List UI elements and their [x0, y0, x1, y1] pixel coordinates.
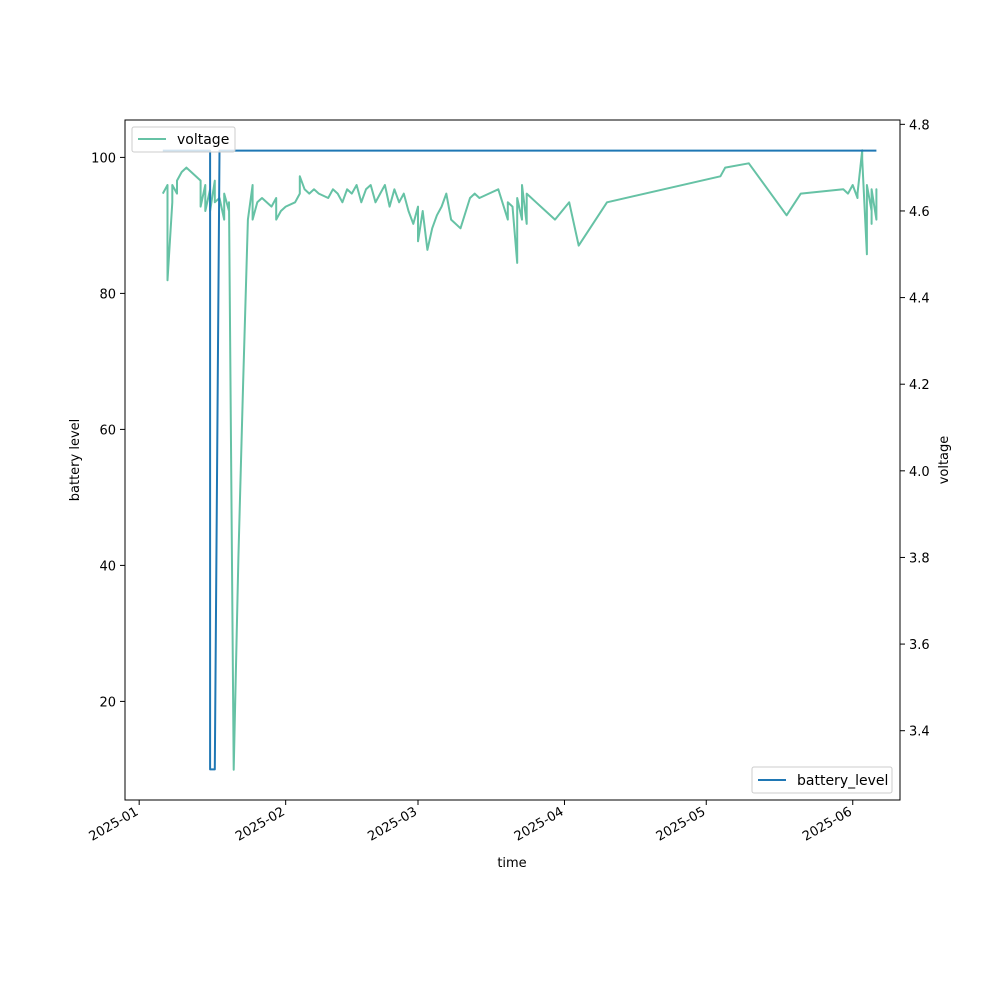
y-tick-label-left: 20 — [99, 695, 116, 710]
legend-voltage: voltage — [131, 126, 236, 153]
plot-frame — [124, 119, 901, 801]
y-tick-label-left: 100 — [91, 151, 116, 166]
x-axis-label: time — [497, 856, 526, 871]
y-axis-right: 3.4 3.6 3.8 4.0 4.2 4.4 4.6 4.8 — [900, 118, 930, 740]
y-tick-label-left: 80 — [99, 287, 116, 302]
y-tick-label-right: 4.2 — [909, 378, 930, 393]
legend-voltage-label: voltage — [177, 132, 229, 148]
y-tick-label-left: 60 — [99, 423, 116, 438]
legend-battery-level-label: battery_level — [797, 773, 888, 789]
y-tick-label-right: 4.6 — [909, 205, 930, 220]
x-tick-label: 2025-02 — [233, 804, 288, 844]
y-axis-label-right: voltage — [937, 436, 952, 485]
y-tick-label-right: 4.0 — [909, 465, 930, 480]
series-line-voltage — [161, 149, 878, 771]
x-tick-label: 2025-01 — [87, 804, 142, 844]
legend-voltage-box — [131, 126, 236, 153]
y-tick-label-right: 3.6 — [909, 638, 930, 653]
x-axis: 2025-01 2025-02 2025-03 2025-04 2025-05 2025-… — [87, 800, 855, 845]
plot-area — [125, 120, 900, 800]
x-tick-label: 2025-06 — [800, 804, 855, 844]
y-axis-label-left: battery level — [68, 419, 83, 502]
x-tick-label: 2025-03 — [365, 804, 420, 844]
y-tick-label-right: 3.4 — [909, 725, 930, 740]
x-tick-label: 2025-05 — [654, 804, 709, 844]
y-axis-left: 20 40 60 80 100 — [91, 151, 125, 710]
legend-battery-level-box — [751, 766, 893, 794]
y-tick-label-right: 4.8 — [909, 118, 930, 133]
y-tick-label-left: 40 — [99, 559, 116, 574]
y-tick-label-right: 3.8 — [909, 551, 930, 566]
legend-battery-level: battery_level — [751, 766, 893, 794]
y-tick-label-right: 4.4 — [909, 292, 930, 307]
x-tick-label: 2025-04 — [512, 804, 567, 844]
